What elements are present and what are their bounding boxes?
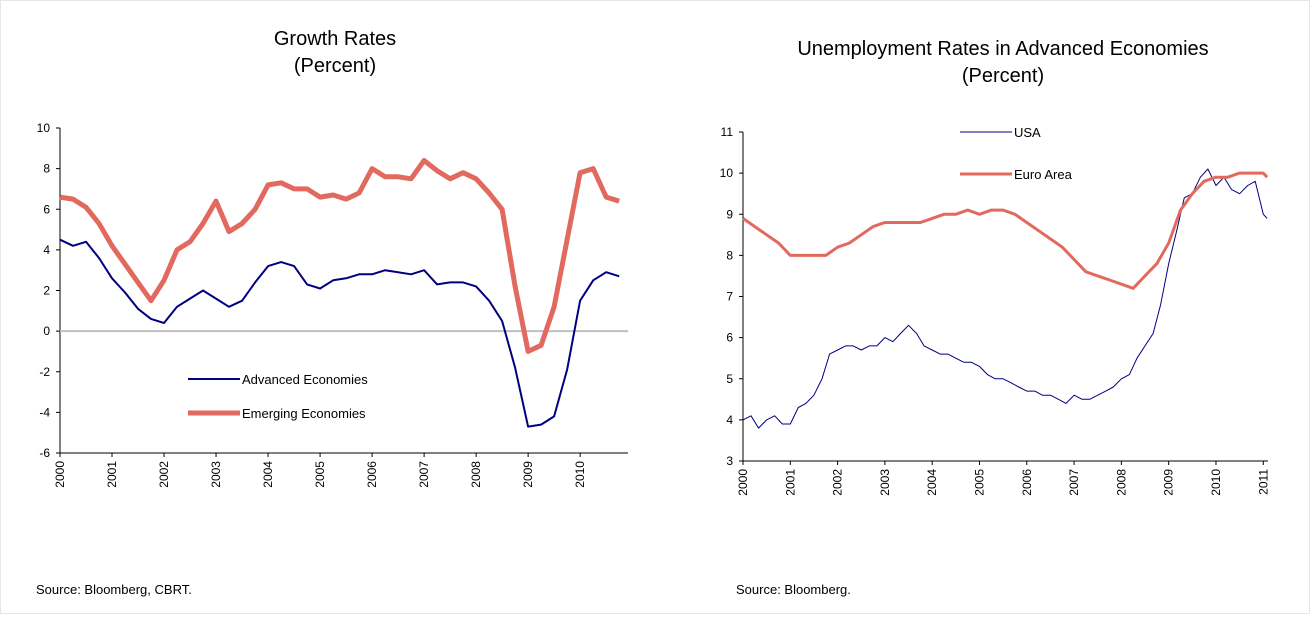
y-tick-label: 7 bbox=[726, 290, 733, 304]
y-tick-label: 0 bbox=[43, 324, 50, 338]
y-tick-label: 3 bbox=[726, 454, 733, 468]
x-tick-label: 2006 bbox=[365, 461, 379, 488]
chart-title: Unemployment Rates in Advanced Economies bbox=[797, 38, 1208, 60]
growth-rates-chart: Growth Rates (Percent) -6 -4 -2 0 2 4 6 8 10 2000 20… bbox=[37, 28, 628, 488]
series-line-usa bbox=[742, 168, 1268, 429]
x-tick-label: 2000 bbox=[53, 461, 67, 488]
x-tick-label: 2004 bbox=[925, 469, 939, 496]
x-tick-label: 2002 bbox=[831, 469, 845, 496]
x-tick-label: 2006 bbox=[1020, 469, 1034, 496]
legend-label: Advanced Economies bbox=[242, 372, 368, 387]
legend-label: Emerging Economies bbox=[242, 406, 366, 421]
x-tick-label: 2009 bbox=[1162, 469, 1176, 496]
chart-subtitle: (Percent) bbox=[962, 65, 1044, 87]
unemployment-rates-chart: Unemployment Rates in Advanced Economies… bbox=[720, 38, 1271, 496]
x-tick-label: 2001 bbox=[105, 461, 119, 488]
y-tick-label: 4 bbox=[43, 243, 50, 257]
y-tick-label: 6 bbox=[43, 202, 50, 216]
series-line-emerging-economies bbox=[59, 158, 620, 354]
y-tick-label: 10 bbox=[720, 166, 734, 180]
x-tick-label: 2001 bbox=[783, 469, 797, 496]
chart-title: Growth Rates bbox=[274, 28, 396, 50]
x-tick-label: 2008 bbox=[1114, 469, 1128, 496]
y-tick-label: -6 bbox=[39, 446, 50, 460]
x-tick-label: 2003 bbox=[878, 469, 892, 496]
x-tick-label: 2007 bbox=[1067, 469, 1081, 496]
x-tick-label: 2009 bbox=[521, 461, 535, 488]
x-tick-label: 2008 bbox=[469, 461, 483, 488]
y-tick-label: 5 bbox=[726, 372, 733, 386]
x-tick-label: 2005 bbox=[313, 461, 327, 488]
y-tick-label: -2 bbox=[39, 365, 50, 379]
y-tick-label: 6 bbox=[726, 331, 733, 345]
legend-label: USA bbox=[1014, 125, 1041, 140]
x-tick-label: 2003 bbox=[209, 461, 223, 488]
x-tick-label: 2002 bbox=[157, 461, 171, 488]
y-tick-label: 8 bbox=[726, 248, 733, 262]
y-tick-label: 9 bbox=[726, 207, 733, 221]
y-tick-label: 11 bbox=[721, 125, 734, 139]
chart-subtitle: (Percent) bbox=[294, 55, 376, 77]
y-tick-label: -4 bbox=[39, 405, 50, 419]
y-tick-label: 10 bbox=[37, 121, 51, 135]
source-note-left: Source: Bloomberg, CBRT. bbox=[36, 582, 192, 597]
series-line-euro-area bbox=[742, 171, 1269, 290]
legend-label: Euro Area bbox=[1014, 167, 1073, 182]
source-note-right: Source: Bloomberg. bbox=[736, 582, 851, 597]
x-tick-label: 2010 bbox=[1209, 469, 1223, 496]
x-tick-label: 2007 bbox=[417, 461, 431, 488]
series-line-advanced-economies bbox=[59, 238, 620, 428]
y-tick-label: 4 bbox=[726, 413, 733, 427]
x-tick-label: 2000 bbox=[736, 469, 750, 496]
x-tick-label: 2004 bbox=[261, 461, 275, 488]
x-tick-label: 2011 bbox=[1256, 469, 1270, 495]
y-tick-label: 8 bbox=[43, 162, 50, 176]
y-tick-label: 2 bbox=[43, 284, 50, 298]
x-tick-label: 2005 bbox=[972, 469, 986, 496]
x-tick-label: 2010 bbox=[573, 461, 587, 488]
